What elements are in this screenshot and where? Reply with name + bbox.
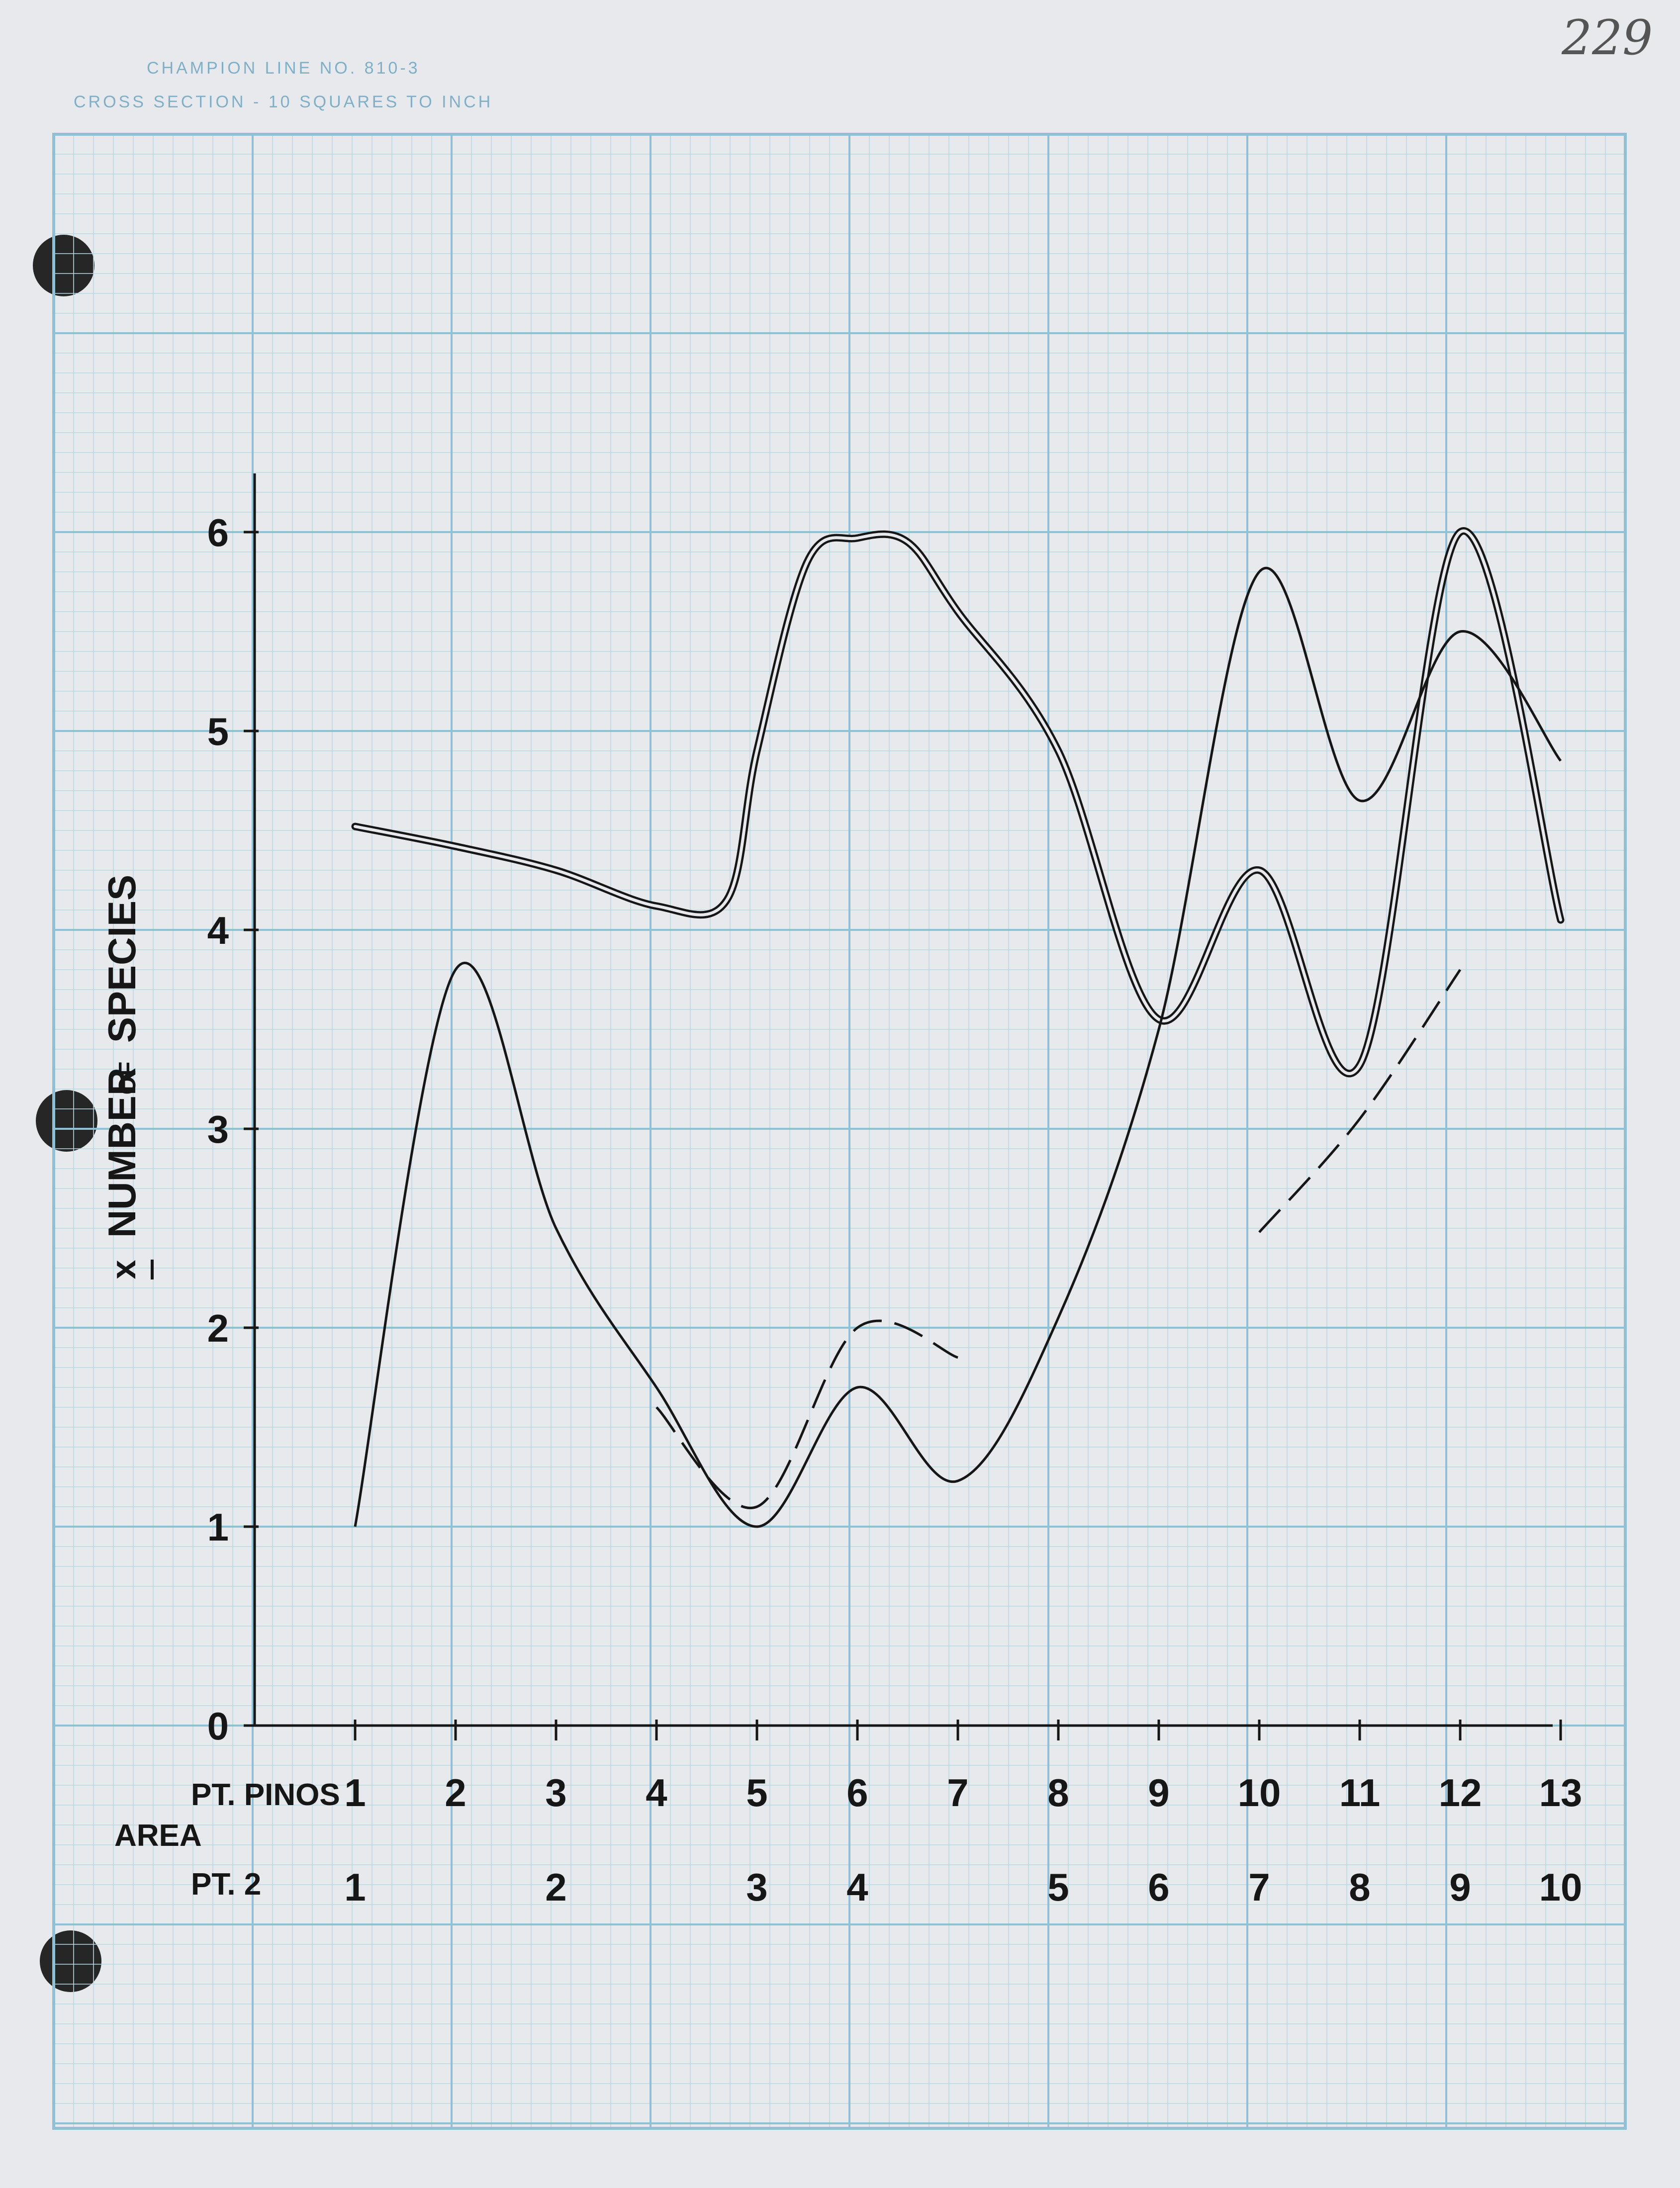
series-solid-line — [354, 566, 1562, 1528]
x-tick-label-pt2: 9 — [1449, 1865, 1471, 1909]
x-tick-label-pt-pinos: 5 — [746, 1771, 767, 1815]
x-tick-label-pt2: 4 — [846, 1865, 868, 1909]
x-tick-label-pt-pinos: 12 — [1439, 1771, 1482, 1815]
grid-major-lines — [53, 133, 1625, 2128]
x-tick-label-pt-pinos: 1 — [344, 1771, 366, 1815]
x-tick-label-pt2: 8 — [1349, 1865, 1370, 1909]
x-tick-label-pt-pinos: 10 — [1238, 1771, 1281, 1815]
x-tick-label-pt-pinos: 9 — [1148, 1771, 1169, 1815]
grid-border — [52, 133, 1627, 2130]
y-axis-symbol: x — [104, 1260, 143, 1279]
y-axis-ticks: 0 1 2 3 4 5 6 — [207, 511, 259, 1748]
x-tick-label-pt2: 6 — [1148, 1865, 1169, 1909]
series-double-line-inner — [354, 529, 1562, 1075]
x-tick-label-pt-pinos: 4 — [646, 1771, 667, 1815]
x-tick-label-pt-pinos: 6 — [846, 1771, 868, 1815]
binder-hole-bottom — [40, 1930, 101, 1992]
y-tick-label: 1 — [207, 1505, 229, 1549]
x-tick-label-pt-pinos: 2 — [445, 1771, 466, 1815]
y-axis-word-of: OF — [114, 1062, 141, 1095]
y-axis-word-species: SPECIES — [100, 875, 144, 1043]
x-tick-label-pt-pinos: 8 — [1047, 1771, 1069, 1815]
x-tick-label-pt2: 5 — [1047, 1865, 1069, 1909]
row-label-pt2: PT. 2 — [191, 1867, 261, 1902]
binder-hole-top — [33, 235, 94, 296]
x-tick-label-pt-pinos: 7 — [947, 1771, 968, 1815]
series-dashed-line — [655, 1319, 958, 1509]
x-tick-label-pt2: 7 — [1248, 1865, 1270, 1909]
series-dashed-line — [1258, 969, 1462, 1233]
x-tick-label-pt2: 10 — [1539, 1865, 1583, 1909]
paper-header-line-1: CHAMPION LINE NO. 810-3 — [147, 59, 420, 78]
y-tick-label: 6 — [207, 511, 229, 554]
x-axis-ticks: 1 2 3 4 5 6 7 8 9 10 11 12 131 2 3 4 5 6 7 8 9 10 — [344, 1720, 1582, 1909]
binder-hole-middle — [36, 1090, 97, 1152]
y-tick-label: 0 — [207, 1704, 229, 1748]
x-tick-label-pt2: 2 — [545, 1865, 566, 1909]
x-tick-label-pt-pinos: 11 — [1339, 1771, 1380, 1815]
page-number: 229 — [1562, 10, 1653, 66]
row-label-area: AREA — [114, 1819, 202, 1853]
y-tick-label: 3 — [207, 1107, 229, 1151]
y-tick-label: 5 — [207, 710, 229, 753]
x-tick-label-pt2: 1 — [344, 1865, 366, 1909]
row-label-pt-pinos: PT. PINOS — [191, 1778, 340, 1812]
x-tick-label-pt-pinos: 13 — [1539, 1771, 1583, 1815]
series-layer — [351, 527, 1565, 1528]
x-tick-label-pt2: 3 — [746, 1865, 767, 1909]
y-axis-word-number: NUMBER — [100, 1068, 144, 1238]
y-tick-label: 4 — [207, 909, 229, 952]
grid-minor-lines — [54, 134, 1626, 2128]
y-axis-title: x NUMBER OF SPECIES — [100, 875, 154, 1279]
paper-header-line-2: CROSS SECTION - 10 SQUARES TO INCH — [74, 92, 493, 111]
x-tick-label-pt-pinos: 3 — [545, 1771, 566, 1815]
y-tick-label: 2 — [207, 1306, 229, 1350]
